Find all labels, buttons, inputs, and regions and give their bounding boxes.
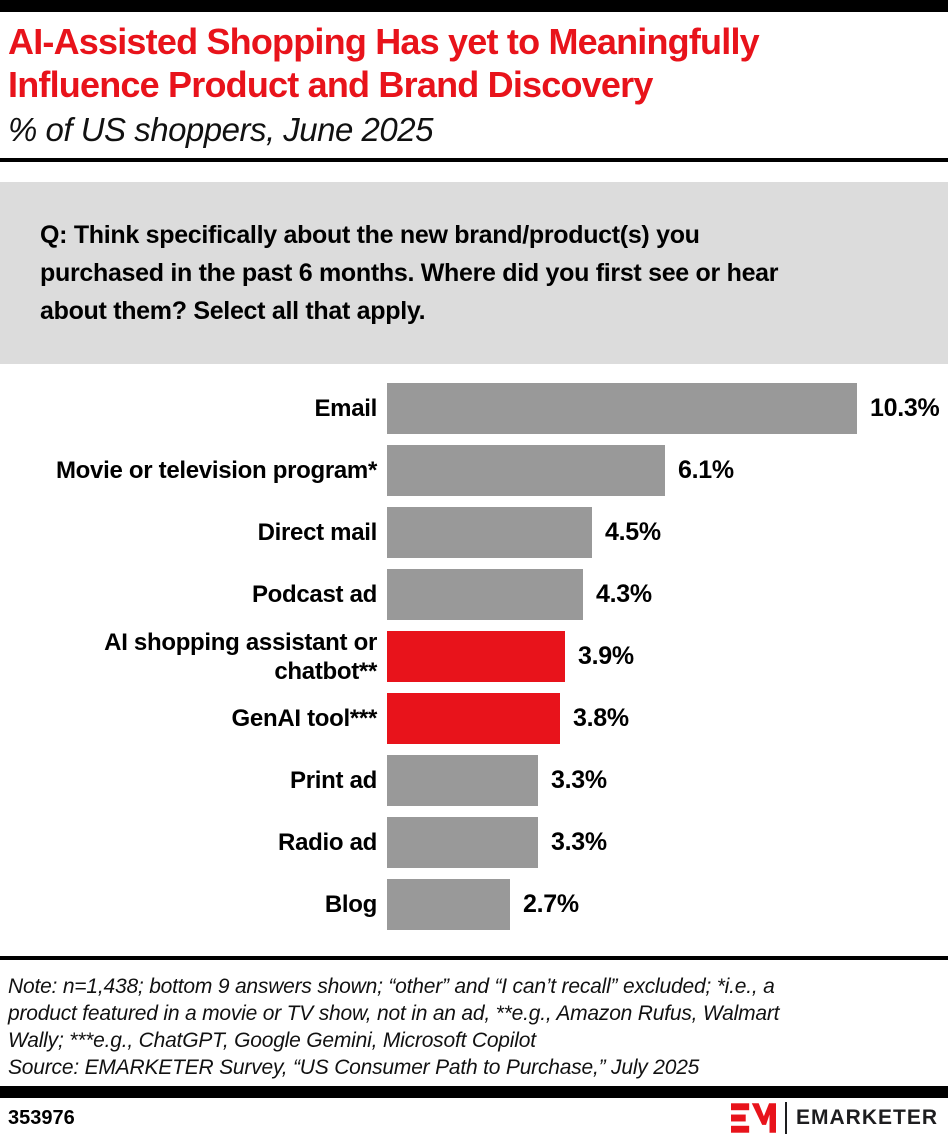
bar-label: GenAI tool*** xyxy=(231,705,378,732)
bar-value: 6.1% xyxy=(678,456,734,484)
page-title: AI-Assisted Shopping Has yet to Meaningf… xyxy=(8,21,760,105)
note-text: Note: n=1,438; bottom 9 answers shown; “… xyxy=(8,975,780,1052)
bar-row: Radio ad 3.3% xyxy=(0,817,948,868)
bar xyxy=(387,693,560,744)
bar-value: 3.3% xyxy=(551,828,607,856)
bar-area: 4.5% xyxy=(387,507,948,558)
bottom-rule xyxy=(0,1086,948,1098)
note-divider xyxy=(0,956,948,960)
bar-label: Podcast ad xyxy=(251,581,377,608)
bar-area: 3.3% xyxy=(387,755,948,806)
bar-area: 3.3% xyxy=(387,817,948,868)
bar-row: Direct mail 4.5% xyxy=(0,507,948,558)
bar-value: 3.9% xyxy=(578,642,634,670)
bar xyxy=(387,383,857,434)
bar-value: 4.3% xyxy=(596,580,652,608)
bar-label: Radio ad xyxy=(278,829,377,856)
emarketer-em-icon xyxy=(730,1103,776,1133)
header-divider xyxy=(0,158,948,162)
bar xyxy=(387,755,538,806)
bar-label: Direct mail xyxy=(257,519,378,546)
question-text: Q: Think specifically about the new bran… xyxy=(40,221,779,325)
bar-label: Email xyxy=(314,395,377,422)
chart-id: 353976 xyxy=(8,1106,75,1129)
note-block: Note: n=1,438; bottom 9 answers shown; “… xyxy=(0,973,948,1081)
bar-row: Movie or television program* 6.1% xyxy=(0,445,948,496)
bar-label: AI shopping assistant or chatbot** xyxy=(104,628,377,685)
bar-area: 3.9% xyxy=(387,631,948,682)
page-subtitle: % of US shoppers, June 2025 xyxy=(8,111,433,148)
bar-chart: Email 10.3% Movie or television program*… xyxy=(0,383,948,930)
bar-label: Movie or television program* xyxy=(55,457,377,484)
bar xyxy=(387,507,592,558)
bar-value: 3.8% xyxy=(573,704,629,732)
source-text: Source: EMARKETER Survey, “US Consumer P… xyxy=(8,1056,700,1079)
bar-row: Print ad 3.3% xyxy=(0,755,948,806)
bar-value: 2.7% xyxy=(523,890,579,918)
bar-value: 4.5% xyxy=(605,518,661,546)
bar xyxy=(387,817,538,868)
bar-value: 3.3% xyxy=(551,766,607,794)
bar-label: Blog xyxy=(324,891,377,918)
bar-row: Blog 2.7% xyxy=(0,879,948,930)
bar-value: 10.3% xyxy=(870,394,940,422)
bar xyxy=(387,569,583,620)
emarketer-logo: EMARKETER xyxy=(730,1102,938,1134)
bar xyxy=(387,631,565,682)
footer: 353976 EMARKETER xyxy=(0,1098,948,1138)
question-box: Q: Think specifically about the new bran… xyxy=(0,182,948,364)
bar-row: Email 10.3% xyxy=(0,383,948,434)
bar-area: 2.7% xyxy=(387,879,948,930)
bar-area: 10.3% xyxy=(387,383,948,434)
bar-rows: Email 10.3% Movie or television program*… xyxy=(0,383,948,930)
bar-row: Podcast ad 4.3% xyxy=(0,569,948,620)
top-rule xyxy=(0,0,948,12)
logo-wordmark: EMARKETER xyxy=(795,1106,938,1129)
bar-area: 6.1% xyxy=(387,445,948,496)
bar xyxy=(387,879,510,930)
bar-row: GenAI tool*** 3.8% xyxy=(0,693,948,744)
header: AI-Assisted Shopping Has yet to Meaningf… xyxy=(0,12,948,150)
logo-divider xyxy=(784,1102,787,1134)
bar-area: 3.8% xyxy=(387,693,948,744)
bar-label: Print ad xyxy=(290,767,377,794)
bar-area: 4.3% xyxy=(387,569,948,620)
bar xyxy=(387,445,665,496)
bar-row: AI shopping assistant or chatbot** 3.9% xyxy=(0,629,948,685)
